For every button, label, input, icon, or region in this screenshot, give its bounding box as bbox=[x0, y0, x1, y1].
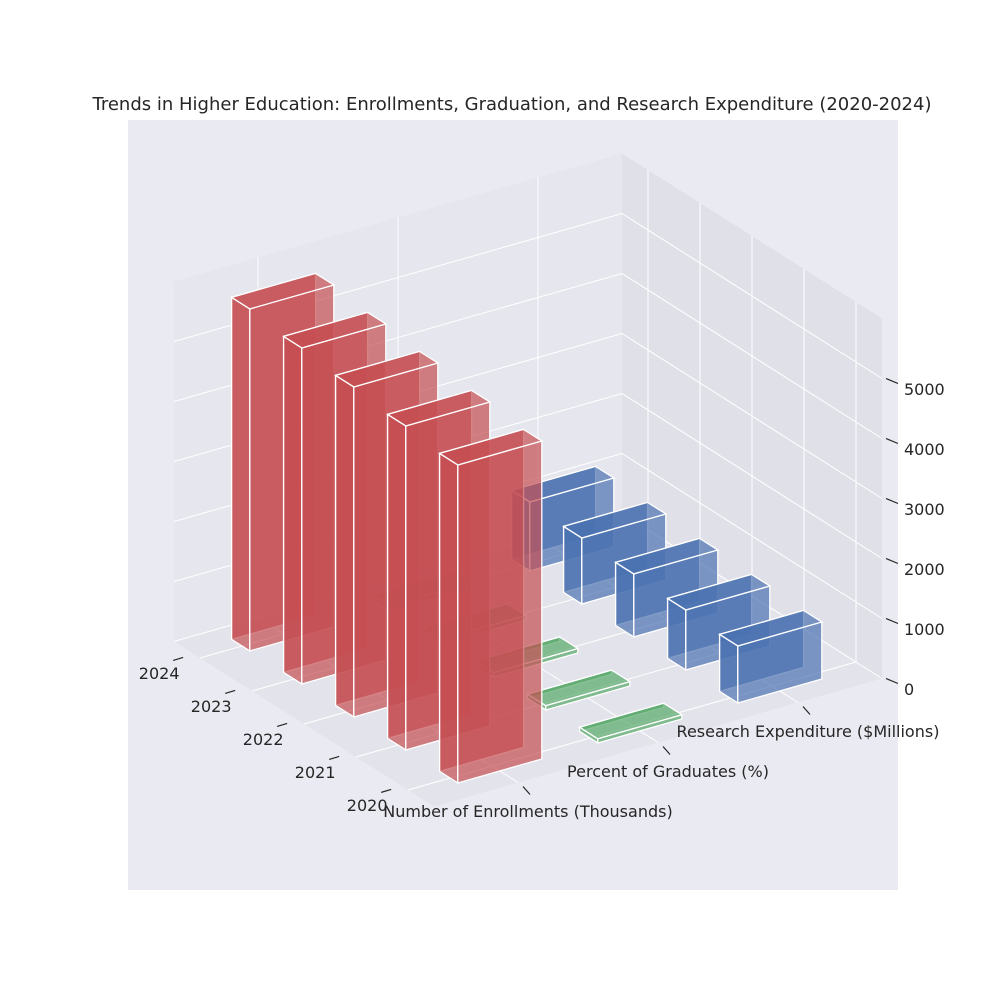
bar-top bbox=[282, 311, 388, 349]
z-tick bbox=[885, 677, 899, 685]
bar bbox=[578, 702, 684, 745]
y-tick-label: Percent of Graduates (%) bbox=[567, 762, 769, 781]
bar-side bbox=[666, 597, 687, 672]
bar-top bbox=[562, 501, 668, 539]
z-tick-label: 0 bbox=[904, 680, 914, 699]
z-tick-label: 4000 bbox=[904, 440, 945, 459]
bar-side bbox=[562, 525, 583, 606]
z-tick-label: 1000 bbox=[904, 620, 945, 639]
z-tick-label: 3000 bbox=[904, 500, 945, 519]
x-tick bbox=[172, 656, 184, 661]
y-tick bbox=[802, 706, 811, 715]
x-tick-label: 2022 bbox=[243, 730, 284, 749]
chart-title: Trends in Higher Education: Enrollments,… bbox=[92, 94, 932, 115]
bar-top bbox=[578, 702, 684, 740]
bar bbox=[718, 609, 824, 705]
bar bbox=[438, 428, 544, 785]
z-tick bbox=[885, 497, 899, 505]
z-tick-label: 2000 bbox=[904, 560, 945, 579]
y-tick-label: Research Expenditure ($Millions) bbox=[677, 722, 940, 741]
x-tick-label: 2020 bbox=[347, 796, 388, 815]
z-tick-label: 5000 bbox=[904, 380, 945, 399]
bar-top bbox=[230, 272, 336, 310]
x-tick bbox=[328, 755, 340, 760]
bar-side bbox=[438, 452, 459, 785]
bar-top bbox=[614, 537, 720, 575]
bar-front bbox=[457, 440, 543, 784]
x-tick bbox=[224, 689, 236, 694]
bar-side bbox=[386, 413, 407, 752]
bar-side bbox=[334, 374, 355, 719]
bar-top bbox=[334, 350, 440, 388]
y-tick-label: Number of Enrollments (Thousands) bbox=[383, 802, 672, 821]
x-tick bbox=[276, 722, 288, 727]
y-tick bbox=[522, 786, 531, 795]
y-tick bbox=[662, 746, 671, 755]
bar-side bbox=[614, 561, 635, 639]
bar-side bbox=[282, 335, 303, 686]
x-tick-label: 2024 bbox=[139, 664, 180, 683]
bar-top bbox=[666, 573, 772, 611]
x-tick bbox=[380, 788, 392, 793]
bar-top bbox=[386, 389, 492, 427]
x-tick-label: 2021 bbox=[295, 763, 336, 782]
bar-top bbox=[438, 428, 544, 466]
z-tick bbox=[885, 437, 899, 445]
z-tick bbox=[885, 617, 899, 625]
bar-top bbox=[718, 609, 824, 647]
x-tick-label: 2023 bbox=[191, 697, 232, 716]
z-tick bbox=[885, 557, 899, 565]
bar-side bbox=[230, 296, 251, 653]
z-tick bbox=[885, 377, 899, 385]
